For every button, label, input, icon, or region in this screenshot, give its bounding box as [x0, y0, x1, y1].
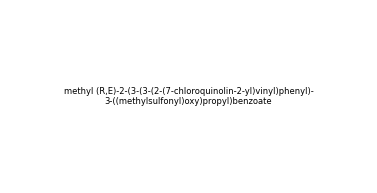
Text: methyl (R,E)-2-(3-(3-(2-(7-chloroquinolin-2-yl)vinyl)phenyl)-
3-((methylsulfonyl: methyl (R,E)-2-(3-(3-(2-(7-chloroquinoli…	[64, 87, 313, 106]
